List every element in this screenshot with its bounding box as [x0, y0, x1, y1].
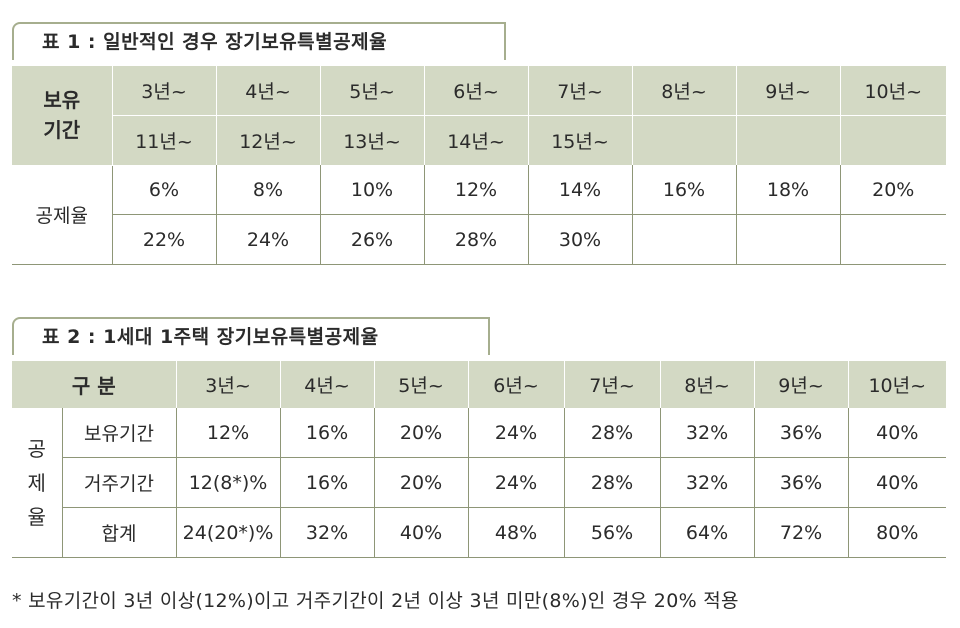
rate-cell: 16%: [280, 457, 375, 508]
rate-cell: 6%: [112, 165, 217, 215]
row-label: 보유기간: [62, 408, 177, 458]
rate-cell: 28%: [424, 214, 529, 265]
rate-cell: 24(20*)%: [176, 507, 281, 558]
holding-period-rate-row: 공 제 율 보유기간 12% 16% 20% 24% 28% 32% 36% 4…: [12, 408, 947, 558]
rate-cell: 16%: [280, 408, 375, 458]
period-cell: 7년~: [528, 66, 633, 116]
holding-period-label: 보유 기간: [12, 66, 113, 166]
holding-period-row-1: 보유 기간 3년~ 4년~ 5년~ 6년~ 7년~ 8년~ 9년~ 10년~: [12, 66, 946, 166]
period-header: 10년~: [868, 375, 927, 397]
rate-cell: 24%: [468, 408, 565, 458]
rate-cell: 12(8*)%: [176, 457, 281, 508]
table2-header-row: 구 분 3년~ 4년~ 5년~ 6년~ 7년~ 8년~ 9년~ 10년~: [12, 361, 947, 408]
group-label-char: 공: [27, 436, 46, 461]
rate-cell: 28%: [564, 408, 661, 458]
period-header: 8년~: [660, 361, 755, 408]
rate-row-1: 공제율 6% 8% 10% 12% 14% 16% 18% 20%: [12, 165, 946, 265]
rate-cell: 56%: [564, 507, 661, 558]
rate-cell: 20%: [374, 408, 469, 458]
period-cell: 12년~: [216, 115, 321, 165]
rate-cell: [736, 214, 841, 265]
period-header: 6년~: [468, 361, 565, 408]
period-header: 9년~: [754, 361, 849, 408]
rate-cell: [632, 214, 737, 265]
rate-cell: 12%: [424, 165, 529, 215]
rate-cell: 48%: [468, 507, 565, 558]
rate-cell: 80%: [848, 507, 947, 558]
rate-cell: 20%: [374, 457, 469, 508]
period-cell: 6년~: [424, 66, 529, 116]
period-cell: [736, 115, 841, 165]
rate-cell: [840, 214, 946, 265]
rate-cell: 10%: [320, 165, 425, 215]
row-label: 합계: [62, 507, 177, 558]
footnote: * 보유기간이 3년 이상(12%)이고 거주기간이 2년 이상 3년 미만(8…: [12, 590, 739, 612]
period-header: 4년~: [280, 361, 375, 408]
category-header: 구 분: [12, 361, 177, 408]
rate-cell: 28%: [564, 457, 661, 508]
rate-cell: 72%: [754, 507, 849, 558]
period-cell: 3년~: [112, 66, 217, 116]
rate-cell: 36%: [754, 457, 849, 508]
rate-cell: 40%: [374, 507, 469, 558]
period-cell: 9년~: [736, 66, 841, 116]
rate-cell: 26%: [320, 214, 425, 265]
rate-cell: 40%: [848, 457, 947, 508]
rate-cell: 8%: [216, 165, 321, 215]
single-home-deduction-rate-table: 구 분 3년~ 4년~ 5년~ 6년~ 7년~ 8년~ 9년~ 10년~ 공 제…: [12, 361, 947, 558]
table2-title: 표 2 : 1세대 1주택 장기보유특별공제율: [12, 317, 490, 355]
period-cell: 5년~: [320, 66, 425, 116]
holding-period-row-2: 11년~ 12년~ 13년~ 14년~ 15년~: [12, 115, 946, 166]
period-cell: 15년~: [528, 115, 633, 165]
group-label-char: 율: [27, 504, 46, 529]
rate-cell: 30%: [528, 214, 633, 265]
rate-cell: 24%: [216, 214, 321, 265]
period-cell: 4년~: [216, 66, 321, 116]
group-label-char: 제: [27, 470, 46, 495]
rate-cell: 18%: [736, 165, 841, 215]
rate-cell: 64%: [660, 507, 755, 558]
holding-period-label-line2: 기간: [43, 118, 81, 143]
holding-period-label-line1: 보유: [43, 88, 81, 113]
rate-cell: 12%: [176, 408, 281, 458]
rate-cell: 22%: [112, 214, 217, 265]
table1-title: 표 1 : 일반적인 경우 장기보유특별공제율: [12, 22, 506, 60]
rate-cell: 20%: [840, 165, 946, 215]
total-rate-row: 합계 24(20*)% 32% 40% 48% 56% 64% 72% 80%: [12, 507, 947, 558]
row-label: 거주기간: [62, 457, 177, 508]
rate-cell: 24%: [468, 457, 565, 508]
rate-cell: 14%: [528, 165, 633, 215]
general-deduction-rate-table: 보유 기간 3년~ 4년~ 5년~ 6년~ 7년~ 8년~ 9년~ 10년~ 1…: [12, 66, 946, 265]
residence-period-rate-row: 거주기간 12(8*)% 16% 20% 24% 28% 32% 36% 40%: [12, 457, 947, 508]
deduction-rate-group-label: 공 제 율: [12, 408, 63, 558]
rate-cell: 16%: [632, 165, 737, 215]
period-cell: 13년~: [320, 115, 425, 165]
period-cell: 11년~: [112, 115, 217, 165]
rate-cell: 32%: [660, 457, 755, 508]
rate-cell: 40%: [848, 408, 947, 458]
period-header: 3년~: [176, 361, 281, 408]
rate-label: 공제율: [12, 165, 113, 265]
rate-cell: 32%: [280, 507, 375, 558]
rate-cell: 32%: [660, 408, 755, 458]
rate-row-2: 22% 24% 26% 28% 30%: [12, 214, 946, 265]
period-cell: 10년~: [840, 66, 946, 116]
period-header: 5년~: [374, 361, 469, 408]
period-cell: [840, 116, 946, 166]
period-cell: 8년~: [632, 66, 737, 116]
period-header: 7년~: [564, 361, 661, 408]
rate-cell: 36%: [754, 408, 849, 458]
period-cell: 14년~: [424, 115, 529, 165]
period-cell: [632, 115, 737, 165]
